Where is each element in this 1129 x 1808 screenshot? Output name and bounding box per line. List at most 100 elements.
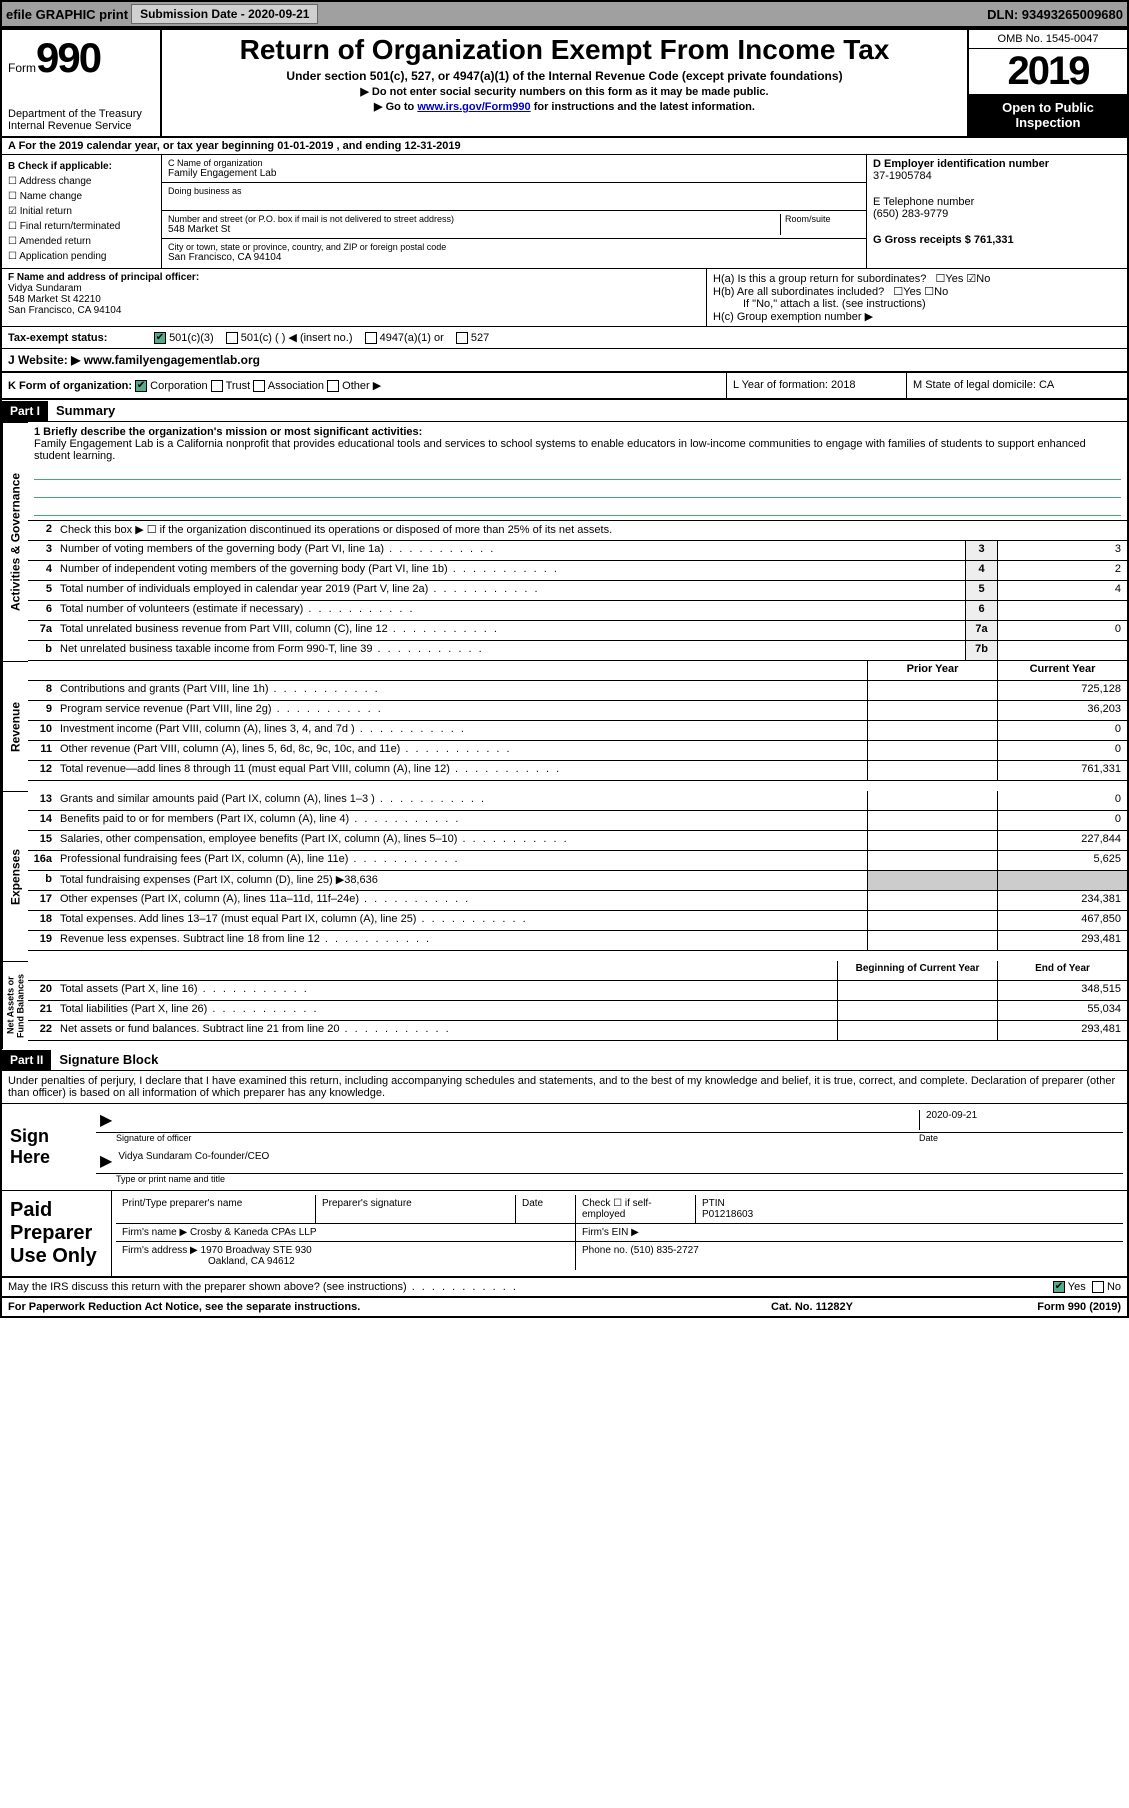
firm-address-1: 1970 Broadway STE 930 [201,1245,312,1256]
discuss-yes[interactable]: ✔ Yes [1053,1281,1086,1293]
line-8: 8 Contributions and grants (Part VIII, l… [28,681,1127,701]
tax-year-period: A For the 2019 calendar year, or tax yea… [2,138,1127,155]
dln-label: DLN: 93493265009680 [987,7,1123,22]
mission-text: Family Engagement Lab is a California no… [34,438,1121,462]
submission-date-button[interactable]: Submission Date - 2020-09-21 [131,4,318,24]
side-label-expenses: Expenses [2,791,28,961]
line-b: b Total fundraising expenses (Part IX, c… [28,871,1127,891]
side-label-netassets: Net Assets or Fund Balances [2,961,28,1049]
side-label-governance: Activities & Governance [2,422,28,661]
mission-block: 1 Briefly describe the organization's mi… [28,422,1127,521]
net-header-row: Beginning of Current Year End of Year [28,961,1127,981]
cat-number: Cat. No. 11282Y [771,1301,971,1313]
tax-year: 2019 [969,49,1127,94]
website-value: www.familyengagementlab.org [80,353,260,367]
hb-note: If "No," attach a list. (see instruction… [713,298,1121,310]
dept-line-1: Department of the Treasury [8,108,154,120]
omb-number: OMB No. 1545-0047 [969,30,1127,49]
check-final-return[interactable]: ☐ Final return/terminated [8,219,155,234]
form-number: 990 [36,34,100,81]
penalty-statement: Under penalties of perjury, I declare th… [2,1071,1127,1103]
line-15: 15 Salaries, other compensation, employe… [28,831,1127,851]
line-6: 6 Total number of volunteers (estimate i… [28,601,1127,621]
officer-label: F Name and address of principal officer: [8,272,700,283]
check-501c3[interactable]: ✔ 501(c)(3) [154,332,214,344]
form-990: Form990 Department of the Treasury Inter… [0,28,1129,1318]
line-4: 4 Number of independent voting members o… [28,561,1127,581]
officer-name-title: Vidya Sundaram Co-founder/CEO [118,1151,1119,1171]
line-5: 5 Total number of individuals employed i… [28,581,1127,601]
check-association[interactable]: Association [253,380,324,392]
paid-preparer-label: Paid Preparer Use Only [2,1191,112,1276]
firm-ein-label: Firm's EIN ▶ [576,1224,1123,1241]
ein-phone-col: D Employer identification number 37-1905… [867,155,1127,268]
sig-date-value: 2020-09-21 [926,1110,977,1121]
check-527[interactable]: 527 [456,332,489,344]
hc-row: H(c) Group exemption number ▶ [713,310,1121,323]
efile-label: efile GRAPHIC print [6,7,128,22]
street-value: 548 Market St [168,224,780,235]
line-17: 17 Other expenses (Part IX, column (A), … [28,891,1127,911]
city-value: San Francisco, CA 94104 [168,252,860,263]
footer-row: For Paperwork Reduction Act Notice, see … [2,1296,1127,1316]
discuss-row: May the IRS discuss this return with the… [2,1277,1127,1296]
firm-phone: Phone no. (510) 835-2727 [576,1242,1123,1270]
entity-name-address: C Name of organization Family Engagement… [162,155,867,268]
line-10: 10 Investment income (Part VIII, column … [28,721,1127,741]
check-trust[interactable]: Trust [211,380,251,392]
check-application-pending[interactable]: ☐ Application pending [8,249,155,264]
part-2-header: Part II Signature Block [2,1049,1127,1071]
line-19: 19 Revenue less expenses. Subtract line … [28,931,1127,951]
form-subtitle: Under section 501(c), 527, or 4947(a)(1)… [168,69,961,83]
dept-line-2: Internal Revenue Service [8,120,154,132]
street-label: Number and street (or P.O. box if mail i… [168,214,780,224]
prep-sig-label: Preparer's signature [316,1195,516,1223]
check-initial-return[interactable]: ☑ Initial return [8,204,155,219]
line-11: 11 Other revenue (Part VIII, column (A),… [28,741,1127,761]
phone-value: (650) 283-9779 [873,208,1121,220]
check-501c[interactable]: 501(c) ( ) ◀ (insert no.) [226,331,353,344]
check-other[interactable]: Other ▶ [327,380,381,392]
line-b: b Net unrelated business taxable income … [28,641,1127,661]
state-domicile: M State of legal domicile: CA [907,373,1127,398]
open-public-badge: Open to Public Inspection [969,94,1127,136]
org-name-label: C Name of organization [168,158,860,168]
check-address-change[interactable]: ☐ Address change [8,174,155,189]
dba-label: Doing business as [168,186,860,196]
officer-street: 548 Market St 42210 [8,294,700,305]
sign-here-block: Sign Here ▶ 2020-09-21 Signature of offi… [2,1103,1127,1190]
line-14: 14 Benefits paid to or for members (Part… [28,811,1127,831]
ein-label: D Employer identification number [873,158,1121,170]
line-20: 20 Total assets (Part X, line 16) 348,51… [28,981,1127,1001]
check-self-employed[interactable]: Check ☐ if self-employed [576,1195,696,1223]
check-corporation[interactable]: ✔ Corporation [135,380,208,392]
officer-group-row: F Name and address of principal officer:… [2,269,1127,327]
sign-here-label: Sign Here [2,1104,92,1190]
check-name-change[interactable]: ☐ Name change [8,189,155,204]
form-header: Form990 Department of the Treasury Inter… [2,30,1127,138]
rev-header-row: Prior Year Current Year [28,661,1127,681]
line-2: 2 Check this box ▶ ☐ if the organization… [28,521,1127,541]
irs-form990-link[interactable]: www.irs.gov/Form990 [417,101,530,113]
prep-name-label: Print/Type preparer's name [116,1195,316,1223]
officer-city: San Francisco, CA 94104 [8,305,700,316]
arrow-icon: ▶ [100,1151,112,1171]
tax-status-label: Tax-exempt status: [8,332,142,344]
type-print-label: Type or print name and title [96,1174,1123,1186]
org-name: Family Engagement Lab [168,168,860,179]
form-footer-label: Form 990 (2019) [971,1301,1121,1313]
ein-value: 37-1905784 [873,170,1121,182]
line-3: 3 Number of voting members of the govern… [28,541,1127,561]
city-label: City or town, state or province, country… [168,242,860,252]
check-amended-return[interactable]: ☐ Amended return [8,234,155,249]
paperwork-notice: For Paperwork Reduction Act Notice, see … [8,1301,771,1313]
sig-officer-label: Signature of officer [116,1133,919,1143]
room-label: Room/suite [785,214,860,224]
part-1-header: Part I Summary [2,400,1127,422]
firm-address-2: Oakland, CA 94612 [122,1256,295,1267]
line-12: 12 Total revenue—add lines 8 through 11 … [28,761,1127,781]
discuss-no[interactable]: No [1092,1281,1121,1293]
check-4947[interactable]: 4947(a)(1) or [365,332,444,344]
website-row: J Website: ▶ www.familyengagementlab.org [2,349,1127,373]
ptin-value: P01218603 [702,1209,753,1220]
